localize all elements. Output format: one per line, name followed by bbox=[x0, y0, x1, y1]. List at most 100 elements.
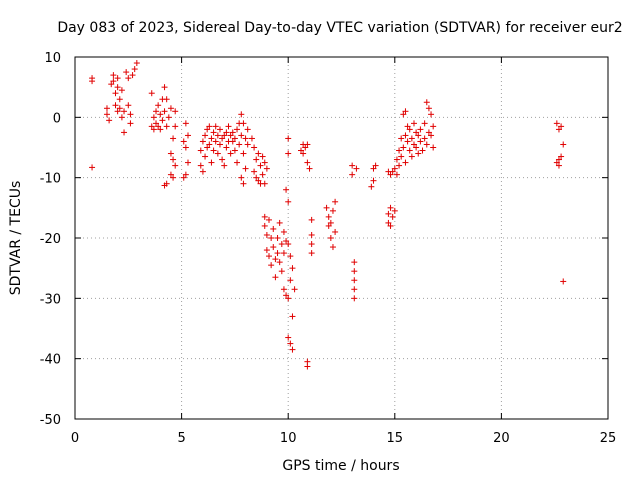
data-point bbox=[400, 111, 407, 118]
data-point bbox=[167, 171, 174, 178]
data-point bbox=[274, 250, 281, 257]
data-point bbox=[332, 198, 339, 205]
x-tick-label: 25 bbox=[600, 431, 617, 446]
data-point bbox=[206, 141, 213, 148]
data-point bbox=[280, 286, 287, 293]
data-point bbox=[204, 126, 211, 133]
data-point bbox=[121, 129, 128, 136]
data-point bbox=[182, 144, 189, 151]
data-point bbox=[165, 114, 172, 121]
x-tick-label: 15 bbox=[387, 431, 404, 446]
data-point bbox=[285, 198, 292, 205]
data-point bbox=[289, 346, 296, 353]
data-point bbox=[285, 295, 292, 302]
data-point bbox=[287, 253, 294, 260]
data-point bbox=[289, 265, 296, 272]
data-point bbox=[199, 168, 206, 175]
data-point bbox=[229, 138, 236, 145]
data-point bbox=[121, 108, 128, 115]
data-point bbox=[402, 108, 409, 115]
data-point bbox=[148, 123, 155, 130]
data-point bbox=[221, 132, 228, 139]
data-point bbox=[172, 123, 179, 130]
data-point bbox=[558, 153, 565, 160]
data-point bbox=[270, 225, 277, 232]
data-point bbox=[276, 259, 283, 266]
data-point bbox=[329, 207, 336, 214]
x-tick-labels: 0 5 10 15 20 25 bbox=[71, 431, 616, 446]
data-point bbox=[125, 75, 132, 82]
data-point bbox=[425, 105, 432, 112]
data-point bbox=[234, 159, 241, 166]
data-point bbox=[274, 235, 281, 241]
data-point bbox=[278, 241, 285, 248]
data-point bbox=[167, 150, 174, 157]
data-point bbox=[197, 147, 204, 154]
data-point bbox=[240, 120, 247, 127]
data-point bbox=[421, 135, 428, 142]
data-point bbox=[387, 222, 394, 229]
data-point bbox=[308, 241, 315, 248]
data-point bbox=[261, 213, 268, 220]
data-point bbox=[415, 150, 422, 157]
data-point bbox=[370, 165, 377, 172]
data-point bbox=[148, 90, 155, 97]
data-point bbox=[408, 153, 415, 160]
data-point bbox=[204, 144, 211, 151]
y-tick-label: -30 bbox=[40, 292, 61, 307]
data-point bbox=[272, 256, 279, 263]
data-point bbox=[110, 72, 117, 79]
data-point bbox=[251, 168, 258, 175]
data-point bbox=[180, 174, 187, 181]
data-point bbox=[297, 147, 304, 154]
data-point bbox=[306, 165, 313, 172]
data-point bbox=[325, 213, 332, 220]
data-point bbox=[172, 108, 179, 115]
data-point bbox=[261, 222, 268, 229]
data-point bbox=[402, 159, 409, 166]
data-point bbox=[114, 108, 121, 115]
data-point bbox=[170, 174, 177, 181]
data-point bbox=[266, 216, 273, 223]
data-point bbox=[396, 162, 403, 169]
data-point bbox=[106, 117, 113, 124]
data-point bbox=[413, 129, 420, 136]
data-point bbox=[351, 295, 358, 302]
y-tick-label: -40 bbox=[40, 353, 61, 368]
data-point bbox=[285, 334, 292, 341]
data-point bbox=[133, 60, 140, 67]
data-point bbox=[385, 219, 392, 226]
data-point bbox=[219, 135, 226, 142]
data-point bbox=[308, 216, 315, 223]
data-point bbox=[184, 132, 191, 139]
data-point bbox=[406, 147, 413, 154]
data-point bbox=[163, 96, 170, 103]
data-point bbox=[406, 126, 413, 133]
data-point bbox=[417, 126, 424, 133]
data-point bbox=[253, 174, 260, 181]
data-point bbox=[285, 135, 292, 142]
data-point bbox=[287, 277, 294, 284]
data-point bbox=[127, 120, 134, 127]
data-point bbox=[291, 286, 298, 293]
data-point bbox=[304, 141, 311, 148]
data-point bbox=[398, 153, 405, 160]
data-point bbox=[221, 162, 228, 169]
data-point bbox=[242, 135, 249, 142]
data-point bbox=[270, 244, 277, 251]
data-point bbox=[428, 111, 435, 118]
x-axis-title: GPS time / hours bbox=[282, 458, 399, 474]
data-point bbox=[150, 126, 157, 133]
data-point bbox=[167, 105, 174, 112]
data-point bbox=[216, 141, 223, 148]
data-point bbox=[393, 156, 400, 163]
x-tick-label: 10 bbox=[280, 431, 297, 446]
data-point bbox=[323, 204, 330, 211]
data-point bbox=[238, 132, 245, 139]
data-point bbox=[229, 129, 236, 136]
data-point bbox=[182, 171, 189, 178]
data-point bbox=[415, 132, 422, 139]
data-point bbox=[208, 135, 215, 142]
data-point bbox=[289, 313, 296, 320]
